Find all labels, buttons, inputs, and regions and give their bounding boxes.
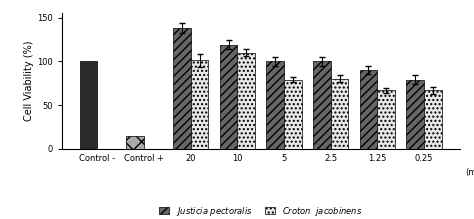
Bar — [406, 80, 424, 149]
Bar — [360, 70, 377, 149]
Bar — [237, 53, 255, 149]
Bar — [331, 79, 348, 149]
Bar — [219, 45, 237, 149]
Bar — [173, 28, 191, 149]
Bar — [284, 80, 302, 149]
Text: (mg/mL): (mg/mL) — [465, 168, 474, 177]
Bar — [266, 61, 284, 149]
Legend: $\it{Justicia\ pectoralis}$, $\it{Croton\ \ jacobinens}$: $\it{Justicia\ pectoralis}$, $\it{Croton… — [159, 205, 362, 218]
Bar — [80, 61, 98, 149]
Bar — [191, 60, 209, 149]
Bar — [127, 136, 144, 149]
Bar — [424, 90, 442, 149]
Y-axis label: Cell Viability (%): Cell Viability (%) — [24, 41, 34, 121]
Bar — [313, 61, 331, 149]
Bar — [377, 90, 395, 149]
